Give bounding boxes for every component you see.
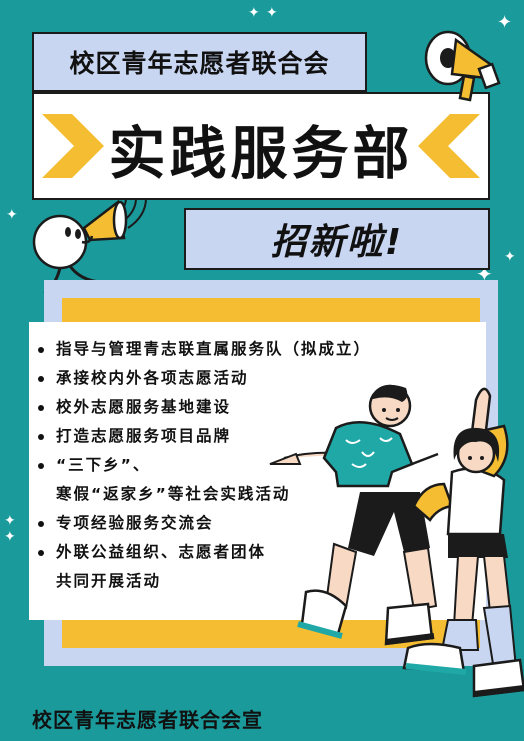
list-item: 外联公益组织、志愿者团体 — [38, 538, 371, 567]
list-item: 校外志愿服务基地建设 — [38, 393, 371, 422]
list-item-text: 指导与管理青志联直属服务队（拟成立） — [56, 340, 372, 358]
duty-list: 指导与管理青志联直属服务队（拟成立） 承接校内外各项志愿活动 校外志愿服务基地建设打… — [38, 335, 371, 596]
sparkle-icon: ✦ — [6, 207, 18, 223]
list-item-text: 校外志愿服务基地建设 — [56, 398, 232, 416]
list-item-text: 外联公益组织、志愿者团体 — [56, 543, 267, 561]
students-illustration — [269, 384, 524, 698]
department-title: 实践服务部 — [108, 121, 414, 187]
org-name-box: 校区青年志愿者联合会 — [32, 32, 367, 92]
sparkle-icon: ✦ — [497, 12, 513, 33]
list-item: 承接校内外各项志愿活动 — [38, 364, 371, 393]
list-item: 打造志愿服务项目品牌 — [38, 422, 371, 451]
mascot-with-megaphone — [32, 197, 147, 298]
bullet-icon — [38, 405, 44, 411]
chevron-icon — [42, 114, 104, 178]
sparkle-icon: ✦ — [4, 513, 16, 529]
list-item: 指导与管理青志联直属服务队（拟成立） — [38, 335, 371, 364]
org-name: 校区青年志愿者联合会 — [69, 49, 330, 78]
chevron-icon — [418, 114, 480, 178]
list-item-text: 专项经验服务交流会 — [56, 514, 214, 532]
list-item: 专项经验服务交流会 — [38, 509, 371, 538]
bullet-icon — [38, 463, 44, 469]
list-item: 共同开展活动 — [38, 567, 371, 596]
sparkle-icon: ✦ — [504, 249, 516, 265]
bullet-icon — [38, 376, 44, 382]
list-item: “三下乡”、 — [38, 451, 371, 480]
list-item-text: 打造志愿服务项目品牌 — [56, 427, 232, 445]
recruit-box: 招新啦! — [184, 208, 490, 270]
megaphone-icon — [424, 30, 501, 102]
list-item-text: 寒假“返家乡”等社会实践活动 — [56, 485, 291, 503]
bullet-icon — [38, 434, 44, 440]
bullet-icon — [38, 550, 44, 556]
bullet-icon — [38, 521, 44, 527]
footer-signature: 校区青年志愿者联合会宣 — [32, 708, 263, 732]
department-banner: 实践服务部 — [32, 92, 490, 200]
sparkle-icon: ✦ — [266, 5, 278, 21]
sparkle-icon: ✦ — [248, 5, 260, 21]
list-item: 寒假“返家乡”等社会实践活动 — [38, 480, 371, 509]
list-item-text: “三下乡”、 — [56, 456, 151, 474]
bullet-icon — [38, 347, 44, 353]
list-item-text: 共同开展活动 — [56, 572, 162, 590]
list-item-text: 承接校内外各项志愿活动 — [56, 369, 249, 387]
recruit-text: 招新啦! — [270, 222, 404, 263]
sparkle-icon: ✦ — [4, 529, 16, 545]
